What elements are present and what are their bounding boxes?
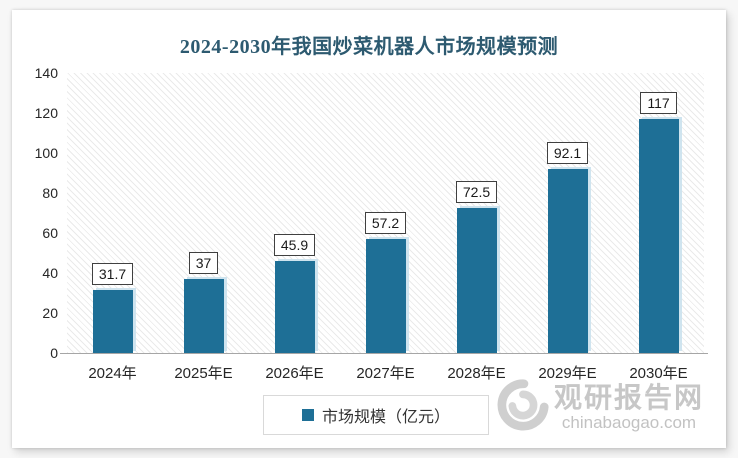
bar-value-label: 31.7	[91, 263, 134, 285]
bar-column: 92.1	[522, 73, 613, 353]
bar-column: 57.2	[340, 73, 431, 353]
bar-column: 45.9	[249, 73, 340, 353]
y-tick-label: 40	[42, 265, 58, 281]
bar-value-label: 37	[188, 252, 219, 274]
bar	[456, 208, 497, 353]
bar	[365, 239, 406, 353]
bars-container: 31.7 37 45.9 57.2 72.5 92.1 117	[67, 73, 704, 353]
x-axis-label: 2024年	[88, 365, 137, 382]
bar	[183, 279, 224, 353]
y-tick-label: 60	[42, 225, 58, 241]
bar-column: 31.7	[67, 73, 158, 353]
bar-value-label: 57.2	[364, 212, 407, 234]
x-axis-label: 2030年E	[629, 365, 688, 382]
x-axis-label: 2027年E	[356, 365, 415, 382]
watermark-name: 观研报告网	[554, 381, 705, 413]
x-axis-label: 2026年E	[265, 365, 324, 382]
y-tick-label: 80	[42, 185, 58, 201]
x-axis-label: 2029年E	[538, 365, 597, 382]
bar-value-label: 117	[640, 92, 677, 114]
watermark-domain: chinabaogao.com	[561, 412, 697, 432]
x-axis-label: 2025年E	[174, 365, 233, 382]
y-tick-label: 140	[34, 65, 58, 81]
legend: 市场规模（亿元）	[263, 395, 489, 435]
bar	[638, 119, 679, 353]
y-tick-label: 20	[42, 305, 58, 321]
swirl-logo-icon	[494, 378, 552, 437]
bar-value-label: 92.1	[546, 142, 589, 164]
legend-label: 市场规模（亿元）	[321, 409, 450, 426]
bar-value-label: 72.5	[455, 181, 498, 203]
chart-card: 2024-2030年我国炒菜机器人市场规模预测 0 20 40 60 80 100 120 1…	[12, 10, 726, 448]
y-tick-label: 0	[50, 345, 58, 361]
legend-swatch	[301, 409, 314, 421]
plot-area: 31.7 37 45.9 57.2 72.5 92.1 117	[67, 73, 704, 353]
x-axis-line	[60, 353, 708, 354]
bar-column: 37	[158, 73, 249, 353]
bar-column: 117	[613, 73, 704, 353]
bar	[547, 169, 588, 353]
bar-column: 72.5	[431, 73, 522, 353]
y-tick-label: 120	[34, 105, 58, 121]
y-tick-label: 100	[34, 145, 58, 161]
bar	[274, 261, 315, 353]
chart-title: 2024-2030年我国炒菜机器人市场规模预测	[179, 36, 559, 58]
x-axis-labels: 2024年 2025年E 2026年E 2027年E 2028年E 2029年E 2030年…	[67, 362, 704, 383]
bar-value-label: 45.9	[273, 234, 316, 256]
x-axis-label: 2028年E	[447, 365, 506, 382]
bar	[92, 290, 133, 353]
watermark: 观研报告网 chinabaogao.com	[494, 378, 704, 437]
